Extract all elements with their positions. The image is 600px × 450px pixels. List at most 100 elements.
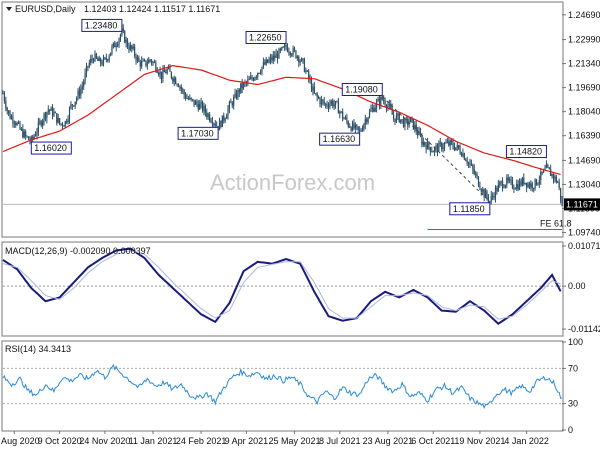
candle-body (136, 57, 139, 61)
candle-body (359, 129, 361, 131)
candle-body (159, 71, 161, 75)
candle-body (63, 125, 65, 127)
candle-body (506, 177, 508, 186)
panel-collapse-icon[interactable] (6, 7, 12, 11)
candle-body (179, 86, 181, 88)
candle-body (415, 124, 417, 132)
candle-body (293, 48, 296, 51)
candle-body (3, 93, 6, 102)
candle-body (436, 145, 439, 152)
candle-body (44, 113, 47, 119)
candle-body (291, 54, 293, 56)
price-y-tick-label: 1.18040 (568, 107, 600, 117)
candle-body (306, 70, 308, 72)
annotation-box (319, 132, 361, 146)
candle-body (160, 71, 163, 79)
current-price-tag (564, 198, 600, 211)
candle-body (51, 107, 54, 116)
candle-body (357, 126, 359, 130)
candle-body (88, 62, 90, 67)
candle-body (401, 119, 403, 121)
price-series-layer: FE 61.8 1.23480 1.16020 1.17030 1.22650 1.190… (2, 18, 572, 230)
candle-body (343, 118, 345, 120)
candle-body (84, 73, 86, 82)
candle-body (53, 112, 55, 116)
candle-body (344, 117, 347, 119)
candle-body (496, 188, 498, 192)
annotation-label: 1.23480 (85, 20, 118, 30)
candle-body (370, 109, 372, 112)
annotation-box (341, 82, 383, 96)
annotation-label: 1.16630 (323, 134, 356, 144)
candle-body (543, 169, 545, 173)
candle-body (550, 169, 552, 177)
candle-body (10, 116, 13, 119)
candle-body (200, 101, 202, 104)
candle-body (148, 59, 150, 64)
candle-body (499, 182, 501, 185)
sma-line (2, 64, 561, 175)
candle-body (329, 103, 331, 108)
candle-body (143, 60, 146, 62)
candle-body (483, 189, 485, 198)
candle-body (271, 57, 273, 61)
candle-body (101, 63, 103, 65)
candle-body (216, 125, 218, 127)
candle-body (336, 101, 338, 103)
candle-body (138, 57, 140, 62)
candle-body (107, 59, 109, 61)
macd-signal-line (2, 249, 561, 320)
candle-body (456, 145, 458, 148)
candle-body (339, 111, 341, 114)
candle-body (220, 121, 222, 127)
candle-body (346, 117, 348, 122)
candle-body (56, 113, 58, 123)
candle-body (353, 122, 355, 129)
candle-body (105, 58, 107, 60)
candle-body (39, 121, 41, 123)
candle-body (315, 93, 317, 95)
candle-body (518, 181, 521, 190)
macd-title: MACD(12,26,9) -0.002090 0.000397 (5, 246, 151, 256)
candle-body (465, 159, 467, 162)
candle-body (269, 57, 272, 60)
candle-body (165, 72, 167, 74)
macd-y-tick-label: 0.010715 (568, 241, 600, 251)
candle-body (530, 183, 532, 188)
candle-body (480, 189, 482, 192)
candle-body (330, 100, 332, 104)
candle-body (466, 161, 468, 164)
candle-body (507, 177, 509, 181)
candle-body (142, 60, 144, 62)
candle-body (402, 119, 405, 127)
candle-body (8, 110, 10, 114)
fe-level-label: FE 61.8 (540, 218, 572, 228)
candle-body (441, 143, 443, 150)
annotation-box (505, 145, 547, 159)
candle-body (308, 71, 310, 79)
candle-body (211, 121, 214, 125)
candle-body (492, 195, 494, 197)
candle-body (224, 118, 226, 121)
candle-body (40, 121, 42, 126)
axis-layer: 1.24690 1.22990 1.21340 1.19690 1.18040 1.163… (0, 10, 600, 446)
ohlc-label: 1.12403 1.12424 1.11517 1.11671 (84, 4, 220, 14)
candle-body (547, 164, 549, 168)
candle-body (295, 50, 297, 58)
candle-body (417, 131, 419, 135)
candle-body (511, 180, 514, 188)
candle-body (129, 45, 131, 50)
candle-body (197, 104, 199, 110)
x-tick-label: 9 Oct 2020 (38, 436, 82, 446)
candle-body (265, 59, 267, 65)
candle-body (218, 121, 221, 131)
candle-body (392, 114, 395, 119)
candle-body (193, 99, 195, 105)
candle-body (282, 46, 284, 48)
candle-body (431, 151, 433, 153)
candle-body (426, 141, 429, 150)
candle-body (398, 113, 400, 123)
candle-body (422, 141, 424, 145)
candle-body (337, 101, 339, 114)
